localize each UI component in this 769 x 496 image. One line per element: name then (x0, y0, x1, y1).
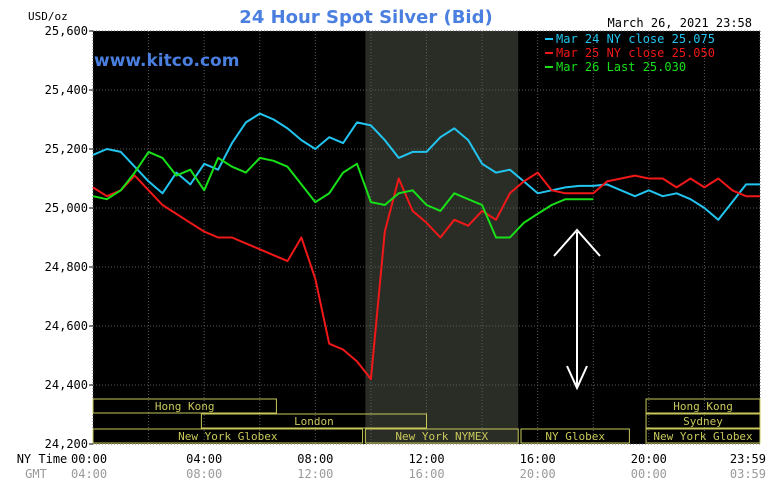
legend-entry: Mar 24 NY close 25.075 (556, 32, 715, 46)
ny-time-row-label: NY Time (17, 452, 68, 466)
session-box (645, 428, 761, 444)
session-label: NY Globex (545, 430, 605, 443)
session-box (200, 413, 427, 429)
annotation-arrow (553, 228, 601, 391)
nymex-highlight-band (365, 31, 519, 444)
y-tick-label: 24,200 (45, 437, 88, 451)
arrow-head-up (553, 228, 601, 257)
session-label: New York NYMEX (395, 430, 488, 443)
x-tick-label-gmt: 20:00 (520, 467, 556, 481)
y-tick-label: 25,600 (45, 24, 88, 38)
session-label: London (294, 415, 334, 428)
x-axis: 00:0004:0004:0008:0008:0012:0012:0016:00… (71, 452, 766, 481)
session-box (92, 428, 364, 444)
legend-entry: Mar 26 Last 25.030 (556, 60, 686, 74)
x-tick-label-ny: 16:00 (520, 452, 556, 466)
series-line-3 (92, 150, 594, 239)
gmt-row-label: GMT (25, 467, 47, 481)
session-label: New York Globex (178, 430, 278, 443)
y-tick-label: 25,400 (45, 83, 88, 97)
y-tick-label: 24,400 (45, 378, 88, 392)
x-tick-label-gmt: 00:00 (631, 467, 667, 481)
session-box (364, 428, 519, 444)
session-box (645, 413, 761, 429)
x-tick-label-gmt: 03:59 (730, 467, 766, 481)
y-tick-label: 24,600 (45, 319, 88, 333)
session-box (520, 428, 630, 444)
session-highlight-layer (365, 31, 519, 444)
y-axis: 24,200 24,400 24,600 24,800 25,000 25,200 25,4… (45, 24, 93, 451)
x-tick-label-ny: 04:00 (186, 452, 222, 466)
x-tick-label-gmt: 08:00 (186, 467, 222, 481)
grid-layer (92, 30, 761, 445)
x-tick-label-ny: 08:00 (297, 452, 333, 466)
x-tick-label-gmt: 12:00 (297, 467, 333, 481)
chart-title: 24 Hour Spot Silver (Bid) (239, 7, 492, 28)
chart-timestamp: March 26, 2021 23:58 (608, 16, 753, 30)
session-box (645, 398, 761, 414)
watermark: www.kitco.com (94, 51, 239, 71)
x-tick-label-ny: 00:00 (71, 452, 107, 466)
legend-entry: Mar 25 NY close 25.050 (556, 46, 715, 60)
series-line-2 (92, 171, 760, 381)
x-tick-label-gmt: 04:00 (71, 467, 107, 481)
session-label: Sydney (683, 415, 723, 428)
y-tick-label: 24,800 (45, 260, 88, 274)
x-tick-label-gmt: 16:00 (408, 467, 444, 481)
series-layer (92, 112, 760, 381)
session-label: Hong Kong (155, 400, 215, 413)
arrow-head-down (566, 365, 588, 391)
session-boxes-layer: Hong Kong London New York Globex New York N… (92, 398, 761, 444)
x-tick-label-ny: 20:00 (631, 452, 667, 466)
session-label: New York Globex (653, 430, 753, 443)
session-label: Hong Kong (673, 400, 733, 413)
series-line-1 (92, 112, 760, 221)
y-tick-label: 25,200 (45, 142, 88, 156)
x-tick-label-ny: 23:59 (730, 452, 766, 466)
y-unit-label: USD/oz (28, 10, 68, 23)
session-box (92, 398, 277, 414)
y-tick-label: 25,000 (45, 201, 88, 215)
x-tick-label-ny: 12:00 (408, 452, 444, 466)
